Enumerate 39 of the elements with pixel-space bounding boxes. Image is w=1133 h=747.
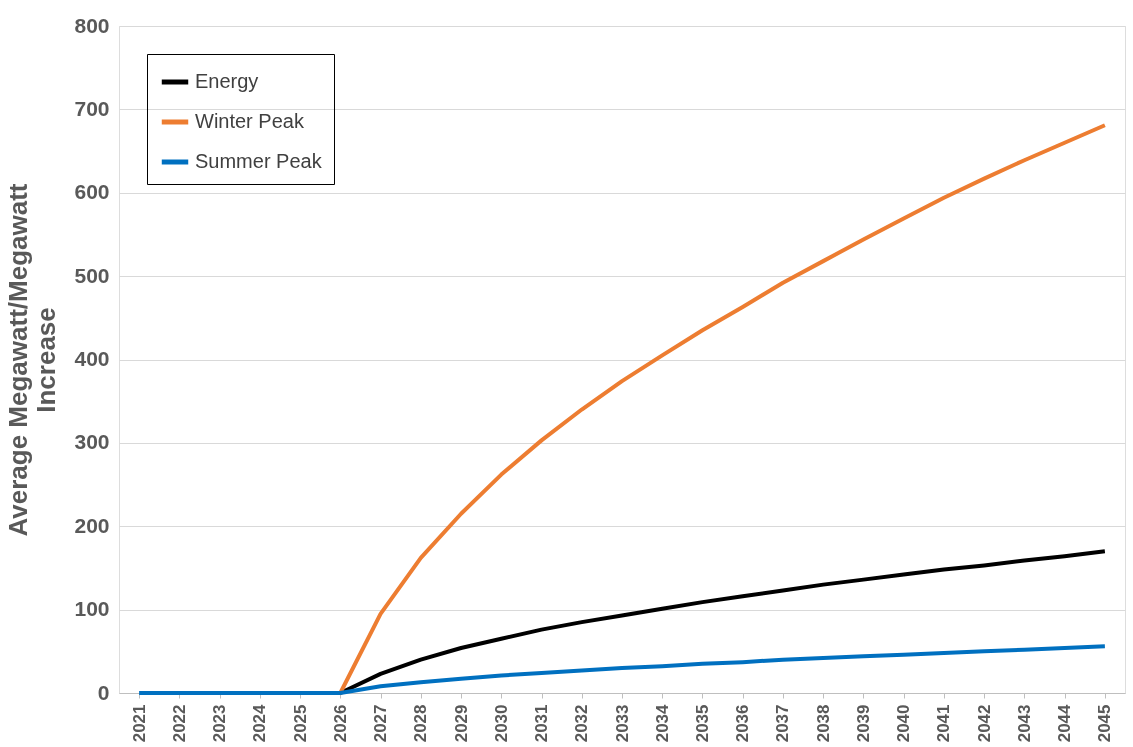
x-tick-label: 2036 (733, 704, 753, 743)
x-tick-label: 2031 (532, 704, 552, 743)
x-tick-label: 2039 (853, 704, 873, 743)
x-tick-label: 2042 (974, 704, 994, 743)
y-tick-label: 800 (74, 13, 110, 37)
x-tick-label: 2023 (210, 704, 230, 743)
y-tick-label: 0 (97, 680, 110, 704)
x-tick-label: 2044 (1055, 703, 1075, 743)
y-tick-label: 100 (74, 597, 110, 621)
x-tick-label: 2027 (371, 704, 391, 743)
y-tick-label: 500 (74, 263, 110, 287)
legend-label: Summer Peak (195, 150, 323, 172)
x-tick-label: 2043 (1014, 704, 1034, 743)
y-tick-label: 300 (74, 430, 110, 454)
y-tick-label: 400 (74, 347, 110, 370)
x-tick-label: 2038 (813, 704, 833, 743)
x-tick-label: 2025 (290, 704, 310, 743)
legend-label: Energy (195, 70, 259, 92)
y-tick-label: 200 (74, 513, 110, 537)
x-tick-label: 2022 (169, 704, 189, 743)
x-tick-label: 2032 (572, 704, 592, 743)
x-tick-label: 2033 (612, 704, 632, 743)
x-tick-label: 2040 (894, 704, 914, 743)
x-tick-label: 2034 (652, 703, 672, 743)
y-tick-label: 700 (74, 96, 110, 120)
x-tick-label: 2035 (692, 704, 712, 743)
x-tick-label: 2028 (411, 704, 431, 743)
x-tick-label: 2041 (934, 704, 954, 743)
x-tick-label: 2030 (491, 704, 511, 743)
y-tick-label: 600 (74, 180, 110, 204)
x-tick-label: 2037 (773, 704, 793, 743)
x-tick-label: 2045 (1095, 704, 1115, 743)
legend-label: Winter Peak (195, 110, 305, 132)
x-tick-label: 2026 (330, 704, 350, 743)
x-tick-label: 2021 (129, 704, 149, 743)
x-tick-label: 2024 (250, 703, 270, 743)
y-axis-title: Average Megawatt/Megawatt Increase (3, 183, 62, 537)
line-series (137, 644, 1107, 695)
x-tick-label: 2029 (451, 704, 471, 743)
